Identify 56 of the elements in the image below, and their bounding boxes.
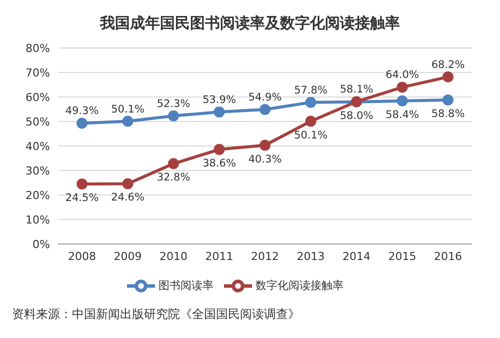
point xyxy=(396,95,408,106)
x-tick-label: 2010 xyxy=(160,250,188,263)
point xyxy=(168,158,179,170)
point xyxy=(260,140,270,151)
y-tick-label: 40% xyxy=(26,140,50,153)
point xyxy=(305,96,316,108)
data-label: 58.4% xyxy=(386,108,419,121)
point xyxy=(122,116,134,127)
point xyxy=(76,178,88,190)
data-label: 24.6% xyxy=(111,192,144,204)
data-label: 38.6% xyxy=(202,157,236,170)
data-label: 24.5% xyxy=(65,192,99,204)
data-label: 32.8% xyxy=(156,172,190,184)
point xyxy=(396,82,408,93)
y-tick-label: 60% xyxy=(26,90,50,104)
data-label: 58.1% xyxy=(340,84,374,96)
point xyxy=(76,118,88,129)
data-label: 57.8% xyxy=(294,84,328,96)
text: 资料来源：中国新闻出版研究院《全国国民阅读调查》 xyxy=(12,306,301,323)
x-tick-label: 2015 xyxy=(388,250,416,263)
y-tick-label: 10% xyxy=(26,213,50,226)
data-label: 68.2% xyxy=(431,58,465,71)
data-label: 64.0% xyxy=(386,69,419,82)
data-label: 58.0% xyxy=(340,110,374,122)
x-tick-label: 2008 xyxy=(68,250,96,263)
x-tick-label: 2009 xyxy=(114,250,142,263)
data-label: 49.3% xyxy=(65,105,99,118)
y-tick-label: 50% xyxy=(26,115,50,128)
data-label: 58.8% xyxy=(431,108,465,120)
x-tick-label: 2016 xyxy=(434,250,462,263)
point xyxy=(168,110,179,122)
data-label: 40.3% xyxy=(248,153,282,166)
data-label: 54.9% xyxy=(248,91,282,104)
point xyxy=(305,116,316,127)
y-tick-label: 20% xyxy=(26,188,50,202)
data-label: 50.1% xyxy=(294,129,328,142)
legend-label: 数字化阅读接触率 xyxy=(256,279,344,292)
point xyxy=(442,94,454,106)
data-label: 52.3% xyxy=(156,98,190,110)
x-tick-label: 2014 xyxy=(342,250,370,263)
data-label: 53.9% xyxy=(202,94,236,106)
point xyxy=(214,144,225,155)
point xyxy=(122,178,134,190)
x-tick-label: 2013 xyxy=(296,250,325,263)
y-tick-label: 30% xyxy=(26,164,50,178)
point xyxy=(214,106,225,118)
legend-label: 图书阅读率 xyxy=(158,279,214,292)
y-tick-label: 80% xyxy=(26,42,50,55)
y-tick-label: 0% xyxy=(32,238,50,251)
x-tick-label: 2012 xyxy=(251,250,279,263)
point xyxy=(260,104,270,115)
data-label: 50.1% xyxy=(111,103,144,116)
point xyxy=(442,71,454,82)
y-tick-label: 70% xyxy=(26,66,50,80)
x-tick-label: 2011 xyxy=(205,250,234,263)
chart-title: 我国成年国民图书阅读率及数字化阅读接触率 xyxy=(98,13,401,34)
